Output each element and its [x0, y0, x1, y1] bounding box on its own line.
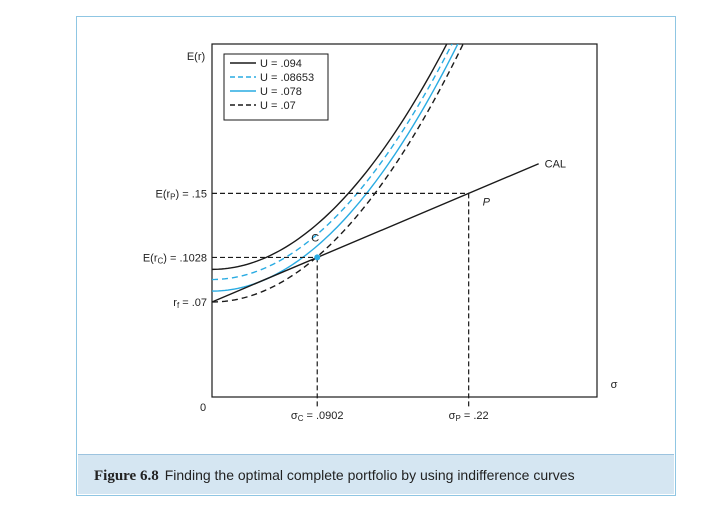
x-tick-label-2: σP = .22 — [449, 410, 489, 423]
indifference-curve-4 — [212, 44, 464, 303]
legend-box — [223, 53, 329, 121]
point-p-label: P — [483, 196, 491, 208]
y-axis-label: E(r) — [187, 51, 205, 63]
x-tick-label-1: σC = .0902 — [291, 410, 344, 423]
legend-entry-4: U = .07 — [260, 100, 296, 112]
legend-entry-3: U = .078 — [260, 86, 302, 98]
y-tick-label-1: E(rP) = .15 — [155, 188, 207, 201]
point-c-marker — [314, 254, 321, 261]
figure-frame — [76, 16, 676, 496]
plot-area — [211, 43, 598, 398]
cal-line — [212, 163, 539, 303]
caption-bar: Figure 6.8 Finding the optimal complete p… — [78, 454, 674, 494]
indifference-curve-2 — [212, 44, 453, 281]
legend-entry-2: U = .08653 — [260, 72, 314, 84]
caption-label: Figure 6.8 — [94, 468, 159, 484]
x-axis-label: σ — [611, 379, 618, 391]
origin-label: 0 — [200, 402, 206, 414]
legend-entry-1: U = .094 — [260, 58, 302, 70]
caption-text: Finding the optimal complete portfolio b… — [164, 467, 575, 483]
y-tick-label-3: rf = .07 — [173, 297, 207, 310]
y-tick-label-2: E(rC) = .1028 — [143, 252, 207, 265]
indifference-curve-1 — [212, 44, 448, 271]
figure-caption: Figure 6.8 Finding the optimal complete p… — [94, 467, 575, 485]
cal-label: CAL — [545, 159, 566, 171]
point-c-label: C — [311, 232, 319, 244]
